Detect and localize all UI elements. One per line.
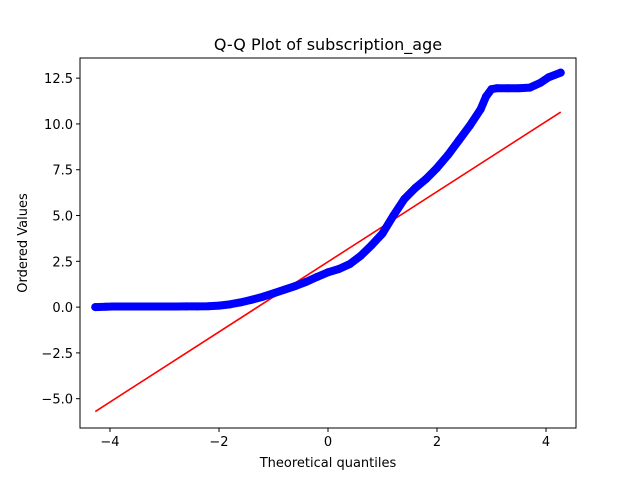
data-point: [91, 303, 100, 312]
plot-content: [91, 68, 565, 413]
data-point: [465, 121, 474, 130]
x-tick-label: 0: [324, 435, 332, 450]
data-point: [389, 211, 398, 220]
data-point: [476, 105, 485, 114]
data-point: [247, 295, 256, 304]
data-point: [345, 260, 354, 269]
y-tick-label: 10.0: [44, 118, 73, 133]
data-point: [204, 302, 213, 311]
data-point: [280, 285, 289, 294]
data-point: [536, 78, 545, 87]
y-tick-label: 0.0: [52, 301, 73, 316]
data-point: [236, 298, 245, 307]
data-point: [291, 282, 300, 291]
data-point: [258, 292, 267, 301]
data-point: [367, 241, 376, 250]
x-axis: −4 −2 0 2 4: [100, 428, 550, 450]
data-point: [378, 229, 387, 238]
data-point: [525, 83, 534, 92]
data-point: [108, 302, 117, 311]
data-point: [269, 289, 278, 298]
data-point: [127, 302, 136, 311]
data-point: [302, 277, 311, 286]
data-point: [556, 68, 565, 77]
data-point: [411, 184, 420, 193]
y-tick-label: 2.5: [52, 255, 73, 270]
data-point: [400, 195, 409, 204]
data-point: [214, 301, 223, 310]
data-points-band: [91, 68, 565, 312]
data-point: [138, 302, 147, 311]
y-tick-label: 7.5: [52, 164, 73, 179]
data-point: [149, 302, 158, 311]
data-point: [503, 84, 512, 93]
y-tick-label: 12.5: [44, 72, 73, 87]
data-point: [225, 300, 234, 309]
y-axis-label: Ordered Values: [16, 193, 31, 293]
x-tick-label: −4: [100, 435, 119, 450]
chart-title: Q-Q Plot of subscription_age: [214, 35, 442, 55]
data-point: [182, 302, 191, 311]
y-tick-label: −2.5: [41, 347, 73, 362]
data-point: [443, 151, 452, 160]
y-axis: −5.0 −2.5 0.0 2.5 5.0 7.5 10.0 12.5: [41, 72, 80, 408]
data-point: [160, 302, 169, 311]
x-tick-label: 4: [542, 435, 550, 450]
data-point: [492, 84, 501, 93]
data-point: [356, 251, 365, 260]
data-point: [101, 302, 110, 311]
y-tick-label: −5.0: [41, 393, 73, 408]
data-point: [313, 272, 322, 281]
data-point: [171, 302, 180, 311]
y-tick-label: 5.0: [52, 210, 73, 225]
fit-line: [94, 111, 562, 413]
data-point: [433, 163, 442, 172]
x-tick-label: 2: [433, 435, 441, 450]
data-point: [422, 174, 431, 183]
data-point: [482, 92, 491, 101]
data-point: [514, 84, 523, 93]
data-point: [324, 268, 332, 277]
data-point: [116, 302, 125, 311]
data-point: [193, 302, 202, 311]
x-tick-label: −2: [209, 435, 228, 450]
data-point: [544, 73, 553, 82]
data-point: [334, 265, 343, 274]
data-point: [454, 136, 463, 145]
x-axis-label: Theoretical quantiles: [259, 456, 397, 471]
